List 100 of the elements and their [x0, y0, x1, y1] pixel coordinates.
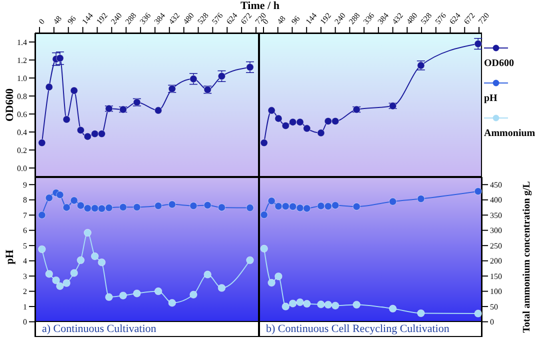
point — [76, 126, 85, 134]
point — [352, 300, 360, 309]
y2-tick-label: 200 — [490, 256, 502, 266]
point — [302, 124, 311, 132]
point — [352, 202, 360, 210]
y2-tick-label: 350 — [490, 210, 502, 220]
y2-tick-label: 250 — [490, 241, 502, 250]
point — [302, 204, 311, 212]
x-tick-label: 336 — [362, 11, 376, 26]
point — [90, 252, 99, 260]
point — [296, 204, 304, 212]
y-axis-title: pH — [4, 249, 16, 264]
point — [154, 287, 162, 296]
point — [45, 83, 54, 91]
x-tick-label: 192 — [318, 11, 334, 26]
point — [45, 270, 54, 278]
x-tick-label: 528 — [418, 11, 434, 26]
y-tick-label: 1.2 — [17, 56, 27, 65]
y-tick-label: 0 — [23, 318, 27, 327]
annotation: a) Continuous Cultivation — [42, 322, 156, 336]
point — [204, 270, 212, 278]
point — [417, 194, 425, 203]
point — [246, 256, 254, 264]
point — [268, 106, 276, 114]
y-tick-label: 5 — [23, 241, 27, 250]
y-tick-label: 4 — [23, 256, 27, 266]
y-tick-label: 0.0 — [17, 164, 27, 173]
x-tick-label: 624 — [224, 11, 240, 26]
point — [204, 201, 212, 210]
x-tick-label: 528 — [196, 11, 210, 26]
y2-tick-label: 300 — [490, 226, 502, 236]
annotation: b) Continuous Cell Recycling Cultivation — [266, 322, 450, 336]
x-tick-label: 720 — [476, 11, 492, 26]
point — [218, 284, 226, 292]
point — [154, 106, 162, 114]
x-tick-label: 192 — [94, 11, 110, 26]
y-tick-label: 6 — [23, 226, 27, 236]
point — [268, 197, 276, 205]
point — [260, 244, 268, 253]
y2-tick-label: 400 — [490, 196, 502, 205]
point — [56, 190, 64, 199]
point — [105, 204, 113, 212]
x-tick-label: 480 — [181, 11, 196, 26]
y-tick-label: 0.4 — [17, 128, 27, 137]
x-tick-label: 432 — [390, 11, 405, 26]
x-tick-label: 384 — [376, 11, 390, 26]
point — [38, 245, 46, 254]
y2-tick-label: 50 — [490, 302, 498, 312]
y-tick-label: 1 — [23, 302, 27, 312]
x-tick-label: 96 — [290, 14, 302, 26]
point — [98, 130, 106, 138]
point — [190, 290, 198, 299]
y2-axis-title: Total ammonium concentration g/L — [522, 180, 533, 333]
x-tick-label: 240 — [332, 11, 348, 26]
point — [90, 130, 99, 138]
legend-label: Ammonium — [484, 128, 535, 140]
y2-tick-label: 0 — [490, 318, 494, 327]
point — [52, 276, 60, 284]
y-tick-label: 1.4 — [17, 38, 27, 47]
legend-label: pH — [484, 93, 498, 105]
point — [388, 198, 397, 206]
y-tick-label: 0.6 — [17, 110, 27, 119]
point — [168, 298, 176, 307]
x-tick-label: 432 — [166, 11, 182, 26]
x-tick-label: 48 — [51, 14, 64, 26]
point — [84, 204, 92, 212]
point — [154, 202, 162, 210]
point — [288, 300, 297, 308]
point — [70, 269, 78, 277]
y2-tick-label: 450 — [490, 180, 502, 190]
point — [98, 258, 106, 266]
y2-tick-label: 100 — [490, 287, 502, 296]
point — [288, 118, 297, 126]
point — [45, 194, 54, 202]
point — [90, 204, 99, 212]
y-tick-label: 0.2 — [17, 146, 27, 155]
x-tick-label: 288 — [347, 11, 362, 26]
point — [84, 132, 92, 140]
y-tick-label: 1.0 — [17, 74, 27, 83]
point — [56, 54, 64, 62]
point — [70, 196, 78, 204]
point — [268, 278, 276, 287]
y-tick-label: 7 — [23, 210, 27, 220]
x-tick-label: 576 — [433, 11, 448, 26]
point — [474, 310, 482, 318]
point — [76, 256, 85, 264]
point — [119, 203, 127, 212]
y-tick-label: 9 — [23, 180, 27, 190]
point — [317, 202, 325, 210]
x-tick-label: 240 — [109, 11, 124, 26]
x-tick-label: 672 — [239, 11, 254, 26]
point — [282, 202, 290, 210]
point — [260, 138, 268, 147]
point — [331, 117, 340, 126]
point — [133, 290, 141, 298]
x-tick-label: 576 — [210, 11, 225, 26]
x-tick-label: 672 — [462, 11, 477, 26]
point — [62, 116, 70, 124]
point — [324, 202, 332, 210]
point — [56, 282, 64, 290]
